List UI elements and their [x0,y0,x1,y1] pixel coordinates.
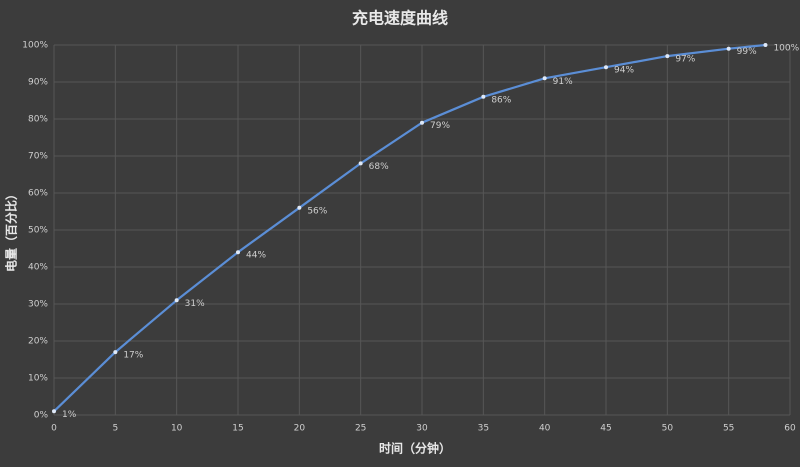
data-label: 99% [737,47,757,57]
y-tick-label: 80% [28,115,48,125]
y-tick-label: 10% [28,374,48,384]
data-label: 31% [185,299,205,309]
x-tick-label: 5 [112,424,118,434]
x-tick-label: 15 [232,424,243,434]
y-tick-label: 90% [28,78,48,88]
y-tick-label: 20% [28,337,48,347]
point [236,250,240,255]
x-tick-label: 35 [478,424,489,434]
data-label: 97% [675,55,695,65]
data-label: 68% [369,162,389,172]
x-tick-label: 50 [662,424,674,434]
data-label: 79% [430,121,450,131]
x-tick-label: 45 [600,424,611,434]
point [481,94,486,99]
x-tick-label: 30 [416,424,428,434]
data-label: 91% [553,77,573,87]
y-tick-label: 60% [28,189,48,199]
point [665,54,670,59]
x-tick-label: 40 [539,424,551,434]
data-label: 94% [614,66,634,76]
y-tick-label: 70% [28,152,48,162]
point [726,46,731,51]
y-axis-title: 电量（百分比） [4,188,19,272]
point [113,350,118,355]
x-tick-label: 10 [171,424,183,434]
x-tick-label: 25 [355,424,366,434]
data-label: 44% [246,251,266,261]
point [542,76,547,81]
data-label: 100% [773,44,799,54]
chart-title: 充电速度曲线 [352,9,448,28]
x-tick-label: 0 [51,424,57,434]
x-axis-title: 时间（分钟） [379,441,451,456]
point [358,161,363,166]
x-tick-label: 60 [784,424,796,434]
point [297,205,302,210]
data-label: 1% [62,410,77,420]
y-tick-label: 0% [34,411,49,421]
point [763,43,768,47]
y-tick-label: 50% [28,226,48,236]
x-tick-label: 20 [294,424,306,434]
point [604,65,608,70]
data-label: 86% [491,95,511,105]
y-tick-label: 100% [22,41,48,51]
point [52,409,56,414]
y-tick-label: 30% [28,300,48,310]
x-tick-label: 55 [723,424,734,434]
data-label: 56% [307,206,327,216]
data-label: 17% [123,351,143,361]
y-tick-label: 40% [28,263,48,273]
point [420,120,424,125]
point [174,298,179,303]
